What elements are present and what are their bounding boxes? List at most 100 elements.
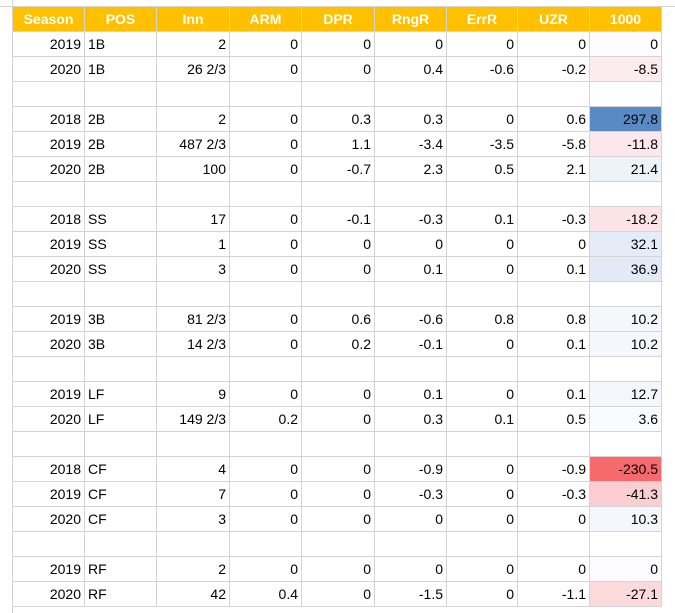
table-cell: 0.8	[518, 307, 590, 332]
table-cell: 0	[230, 557, 302, 582]
table-cell: 0	[447, 382, 518, 407]
table-cell: -0.1	[375, 332, 447, 357]
table-cell: -0.2	[518, 57, 590, 82]
heat-cell: 36.9	[590, 257, 662, 282]
empty-cell	[518, 282, 590, 307]
table-cell: 2B	[85, 157, 157, 182]
table-cell: 0	[230, 107, 302, 132]
table-cell: -1.1	[518, 582, 590, 607]
table-cell: 0	[302, 32, 375, 57]
table-cell: 2B	[85, 107, 157, 132]
table-cell: 2B	[85, 132, 157, 157]
table-cell: -1.5	[375, 582, 447, 607]
table-cell: RF	[85, 557, 157, 582]
empty-cell	[590, 357, 662, 382]
table-cell: -0.1	[302, 207, 375, 232]
table-cell: -3.5	[447, 132, 518, 157]
empty-cell	[302, 182, 375, 207]
table-cell: 2020	[13, 407, 85, 432]
table-cell: 0	[375, 557, 447, 582]
table-cell: 2020	[13, 157, 85, 182]
empty-cell	[447, 432, 518, 457]
empty-cell	[302, 532, 375, 557]
empty-cell	[518, 532, 590, 557]
heat-cell: 10.3	[590, 507, 662, 532]
table-cell: 0.3	[302, 107, 375, 132]
table-cell: 0	[302, 557, 375, 582]
table-cell: -5.8	[518, 132, 590, 157]
empty-cell	[590, 182, 662, 207]
table-cell: 0	[447, 257, 518, 282]
header-cell: Season	[13, 7, 85, 32]
heat-cell: 10.2	[590, 332, 662, 357]
table-cell: 0.3	[375, 407, 447, 432]
empty-cell	[13, 432, 85, 457]
table-cell: -0.6	[447, 57, 518, 82]
table-cell: LF	[85, 382, 157, 407]
empty-cell	[447, 182, 518, 207]
heat-cell: 21.4	[590, 157, 662, 182]
table-cell: 0	[230, 332, 302, 357]
empty-cell	[157, 282, 230, 307]
table-cell: 0.5	[447, 157, 518, 182]
table-cell: 1	[157, 232, 230, 257]
table-cell: 2.3	[375, 157, 447, 182]
table-cell: 0.1	[518, 257, 590, 282]
table-cell: 2019	[13, 32, 85, 57]
table-cell: 7	[157, 482, 230, 507]
table-cell: 2020	[13, 257, 85, 282]
heat-cell: -230.5	[590, 457, 662, 482]
empty-cell	[157, 357, 230, 382]
empty-cell	[590, 432, 662, 457]
table-cell: 0.3	[375, 107, 447, 132]
table-cell: 2019	[13, 482, 85, 507]
header-cell: DPR	[302, 7, 375, 32]
empty-cell	[13, 532, 85, 557]
table-cell: 0	[302, 482, 375, 507]
table-cell: -0.3	[518, 207, 590, 232]
empty-cell	[230, 432, 302, 457]
table-cell: 2018	[13, 457, 85, 482]
table-cell: 0	[447, 507, 518, 532]
table-cell: 2019	[13, 132, 85, 157]
empty-cell	[375, 182, 447, 207]
table-cell: 0	[302, 407, 375, 432]
heat-cell: 297.8	[590, 107, 662, 132]
empty-cell	[85, 432, 157, 457]
heat-cell: 0	[590, 32, 662, 57]
empty-cell	[375, 432, 447, 457]
table-cell: 0.2	[230, 407, 302, 432]
empty-cell	[375, 82, 447, 107]
table-cell: 0.5	[518, 407, 590, 432]
table-cell: 4	[157, 457, 230, 482]
table-cell: 0	[230, 132, 302, 157]
empty-cell	[157, 532, 230, 557]
table-cell: -3.4	[375, 132, 447, 157]
table-cell: -0.3	[375, 207, 447, 232]
heat-cell: 12.7	[590, 382, 662, 407]
table-cell: 0	[302, 382, 375, 407]
table-cell: 0	[302, 507, 375, 532]
table-cell: 0	[230, 257, 302, 282]
empty-cell	[85, 357, 157, 382]
table-cell: 0	[447, 107, 518, 132]
table-cell: 0.2	[302, 332, 375, 357]
empty-cell	[518, 182, 590, 207]
table-cell: 3	[157, 507, 230, 532]
table-cell: 0	[230, 482, 302, 507]
table-cell: 0	[518, 507, 590, 532]
table-cell: 0	[375, 507, 447, 532]
table-cell: 0	[230, 32, 302, 57]
table-cell: 0.6	[302, 307, 375, 332]
table-cell: 2020	[13, 57, 85, 82]
table-cell: CF	[85, 507, 157, 532]
table-cell: 0	[302, 257, 375, 282]
empty-cell	[447, 532, 518, 557]
empty-cell	[590, 282, 662, 307]
table-cell: 14 2/3	[157, 332, 230, 357]
empty-cell	[518, 82, 590, 107]
table-cell: 0	[518, 32, 590, 57]
empty-cell	[157, 82, 230, 107]
table-cell: 42	[157, 582, 230, 607]
